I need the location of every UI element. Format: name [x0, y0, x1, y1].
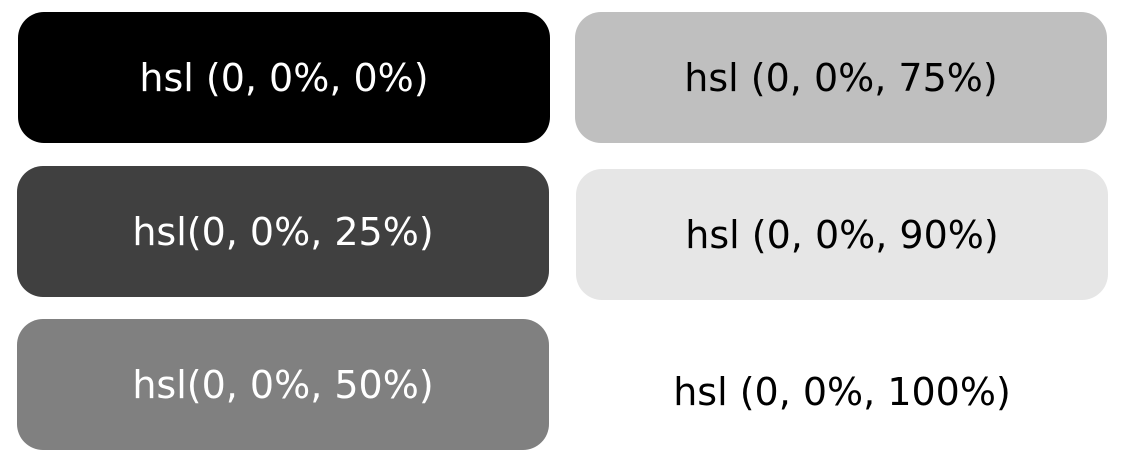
swatch-lightness-25: hsl(0, 0%, 25%): [17, 166, 549, 297]
swatch-label: hsl (0, 0%, 100%): [673, 369, 1011, 414]
swatch-lightness-100: hsl (0, 0%, 100%): [576, 326, 1108, 457]
swatch-label: hsl (0, 0%, 0%): [139, 55, 429, 100]
swatch-lightness-75: hsl (0, 0%, 75%): [575, 12, 1107, 143]
swatch-label: hsl(0, 0%, 50%): [132, 362, 434, 407]
swatch-label: hsl (0, 0%, 75%): [684, 55, 998, 100]
swatch-label: hsl (0, 0%, 90%): [685, 212, 999, 257]
swatch-lightness-50: hsl(0, 0%, 50%): [17, 319, 549, 450]
swatch-label: hsl(0, 0%, 25%): [132, 209, 434, 254]
swatch-lightness-90: hsl (0, 0%, 90%): [576, 169, 1108, 300]
swatch-lightness-0: hsl (0, 0%, 0%): [18, 12, 550, 143]
